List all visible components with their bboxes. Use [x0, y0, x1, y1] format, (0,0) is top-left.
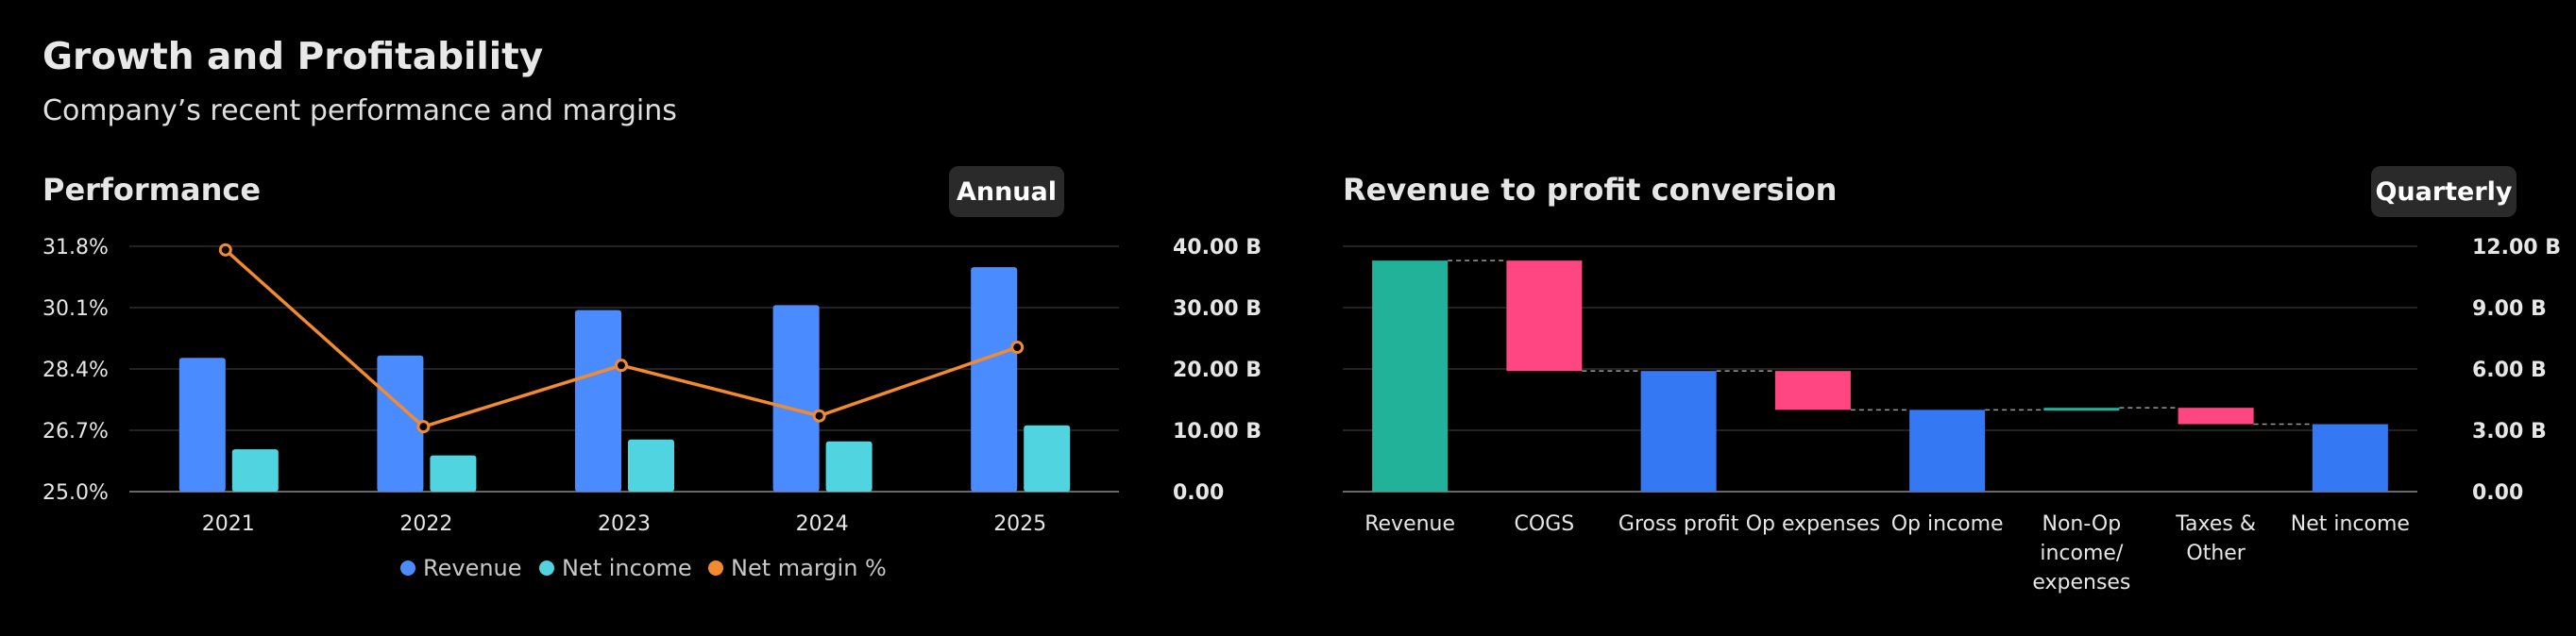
wf-right-tick: 12.00 B — [2472, 236, 2561, 259]
perf-left-tick: 26.7% — [42, 420, 109, 444]
wf-decrease-bar — [2178, 408, 2254, 425]
net-income-bar — [1024, 425, 1071, 492]
wf-x-tick: expenses — [2032, 571, 2130, 594]
performance-title: Performance — [42, 172, 262, 208]
legend-label-net-income: Net income — [562, 555, 692, 581]
wf-total-bar — [1640, 371, 1717, 492]
perf-left-tick: 31.8% — [42, 236, 109, 259]
wf-increase-bar — [2043, 408, 2120, 411]
wf-right-tick: 9.00 B — [2472, 297, 2547, 321]
revenue-bar — [772, 305, 820, 492]
perf-right-tick: 10.00 B — [1173, 420, 1262, 444]
wf-total-bar — [1372, 260, 1449, 492]
page-subtitle: Company’s recent performance and margins — [42, 94, 677, 127]
perf-x-tick: 2025 — [993, 512, 1046, 536]
wf-x-tick: Net income — [2291, 512, 2410, 536]
perf-left-tick: 28.4% — [42, 359, 109, 382]
wf-right-tick: 0.00 — [2472, 481, 2523, 505]
quarterly-toggle-button[interactable]: Quarterly — [2371, 166, 2517, 217]
performance-legend: Revenue Net income Net margin % — [0, 555, 2576, 583]
perf-x-tick: 2021 — [202, 512, 255, 536]
net-income-bar — [430, 455, 477, 492]
revenue-bar — [575, 310, 621, 492]
wf-total-bar — [2312, 424, 2388, 492]
conversion-title: Revenue to profit conversion — [1343, 172, 1838, 208]
wf-right-tick: 6.00 B — [2472, 359, 2547, 382]
perf-right-tick: 20.00 B — [1173, 359, 1262, 382]
wf-decrease-bar — [1506, 260, 1583, 372]
wf-x-tick: Op income — [1891, 512, 2004, 536]
wf-x-tick: Other — [2186, 542, 2246, 565]
net-margin-point — [615, 359, 628, 373]
wf-x-tick: Revenue — [1364, 512, 1455, 536]
net-income-swatch-icon — [539, 561, 554, 576]
wf-x-tick: Op expenses — [1746, 512, 1880, 536]
wf-right-tick: 3.00 B — [2472, 420, 2547, 444]
wf-x-tick: income/ — [2040, 542, 2124, 565]
perf-x-tick: 2024 — [796, 512, 849, 536]
perf-x-tick: 2023 — [598, 512, 651, 536]
wf-total-bar — [1909, 410, 1986, 492]
wf-decrease-bar — [1774, 371, 1851, 410]
net-margin-point — [218, 243, 232, 257]
legend-item-revenue[interactable]: Revenue — [400, 555, 522, 581]
legend-item-net-margin[interactable]: Net margin % — [708, 555, 887, 581]
net-margin-swatch-icon — [708, 561, 723, 576]
perf-left-tick: 30.1% — [42, 297, 109, 321]
net-margin-point — [416, 420, 431, 434]
revenue-bar — [178, 358, 226, 492]
legend-label-revenue: Revenue — [423, 555, 522, 581]
legend-item-net-income[interactable]: Net income — [539, 555, 692, 581]
revenue-bar — [971, 267, 1018, 492]
wf-x-tick: Taxes & — [2175, 512, 2256, 536]
perf-right-tick: 40.00 B — [1173, 236, 1262, 259]
perf-right-tick: 30.00 B — [1173, 297, 1262, 321]
perf-right-tick: 0.00 — [1173, 481, 1224, 505]
net-income-bar — [628, 439, 674, 492]
net-income-bar — [825, 441, 873, 492]
wf-x-tick: COGS — [1515, 512, 1575, 536]
revenue-swatch-icon — [400, 561, 415, 576]
annual-toggle-button[interactable]: Annual — [949, 166, 1064, 217]
net-income-bar — [231, 449, 279, 492]
page-title: Growth and Profitability — [42, 36, 544, 78]
wf-x-tick: Gross profit — [1618, 512, 1739, 536]
perf-x-tick: 2022 — [399, 512, 452, 536]
perf-left-tick: 25.0% — [42, 481, 109, 505]
revenue-bar — [377, 355, 424, 492]
legend-label-net-margin: Net margin % — [731, 555, 887, 581]
wf-x-tick: Non-Op — [2042, 512, 2122, 536]
net-margin-point — [812, 409, 826, 423]
net-margin-point — [1010, 341, 1025, 355]
